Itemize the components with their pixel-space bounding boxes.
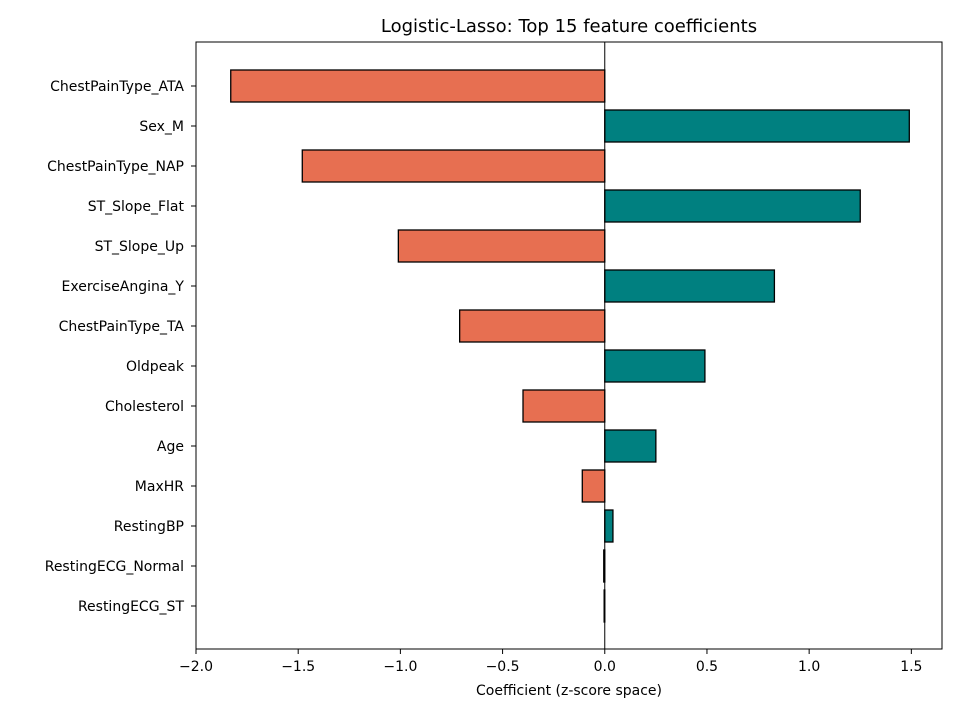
x-tick-label: −1.5 <box>281 659 315 675</box>
y-tick-label: Sex_M <box>139 119 184 135</box>
y-tick-label: Oldpeak <box>126 359 185 375</box>
x-axis-label: Coefficient (z-score space) <box>476 683 662 699</box>
y-tick-label: ChestPainType_TA <box>59 319 185 335</box>
plot-frame <box>195 41 943 650</box>
bar-Oldpeak <box>604 349 706 383</box>
y-tick-label: RestingBP <box>114 519 184 535</box>
x-tick-label: 0.5 <box>696 659 718 675</box>
bar-Sex_M <box>604 109 910 143</box>
bar-ST_Slope_Up <box>397 229 606 263</box>
bar-Age <box>604 429 657 463</box>
x-tick-label: 0.0 <box>594 659 616 675</box>
y-tick-label: ChestPainType_ATA <box>50 79 184 95</box>
x-tick-label: 1.0 <box>798 659 820 675</box>
bar-ExerciseAngina_Y <box>604 269 776 303</box>
bar-ChestPainType_TA <box>459 309 606 343</box>
bars-group <box>230 69 910 623</box>
x-axis-ticks: −2.0 −1.5 −1.0 −0.5 0.0 0.5 1.0 1.5 <box>179 649 922 675</box>
bar-MaxHR <box>581 469 606 503</box>
x-tick-label: 1.5 <box>900 659 922 675</box>
bar-ChestPainType_ATA <box>230 69 606 103</box>
y-tick-label: ChestPainType_NAP <box>47 159 184 175</box>
chart-title: Logistic-Lasso: Top 15 feature coefficie… <box>381 16 757 37</box>
y-tick-label: ST_Slope_Up <box>95 239 185 255</box>
y-tick-label: RestingECG_Normal <box>45 559 184 575</box>
y-axis-ticks: ChestPainType_ATA Sex_M ChestPainType_NAP S… <box>45 79 196 615</box>
bar-ST_Slope_Flat <box>604 189 861 223</box>
x-tick-label: −2.0 <box>179 659 213 675</box>
y-tick-label: ST_Slope_Flat <box>88 199 185 215</box>
bar-ChestPainType_NAP <box>301 149 606 183</box>
x-tick-label: −0.5 <box>486 659 520 675</box>
y-tick-label: Cholesterol <box>105 399 184 415</box>
x-tick-label: −1.0 <box>383 659 417 675</box>
y-tick-label: ExerciseAngina_Y <box>62 279 185 295</box>
y-tick-label: Age <box>157 439 184 455</box>
y-tick-label: RestingECG_ST <box>78 599 185 615</box>
bar-Cholesterol <box>522 389 606 423</box>
y-tick-label: MaxHR <box>135 479 184 495</box>
bar-RestingBP <box>604 509 614 543</box>
